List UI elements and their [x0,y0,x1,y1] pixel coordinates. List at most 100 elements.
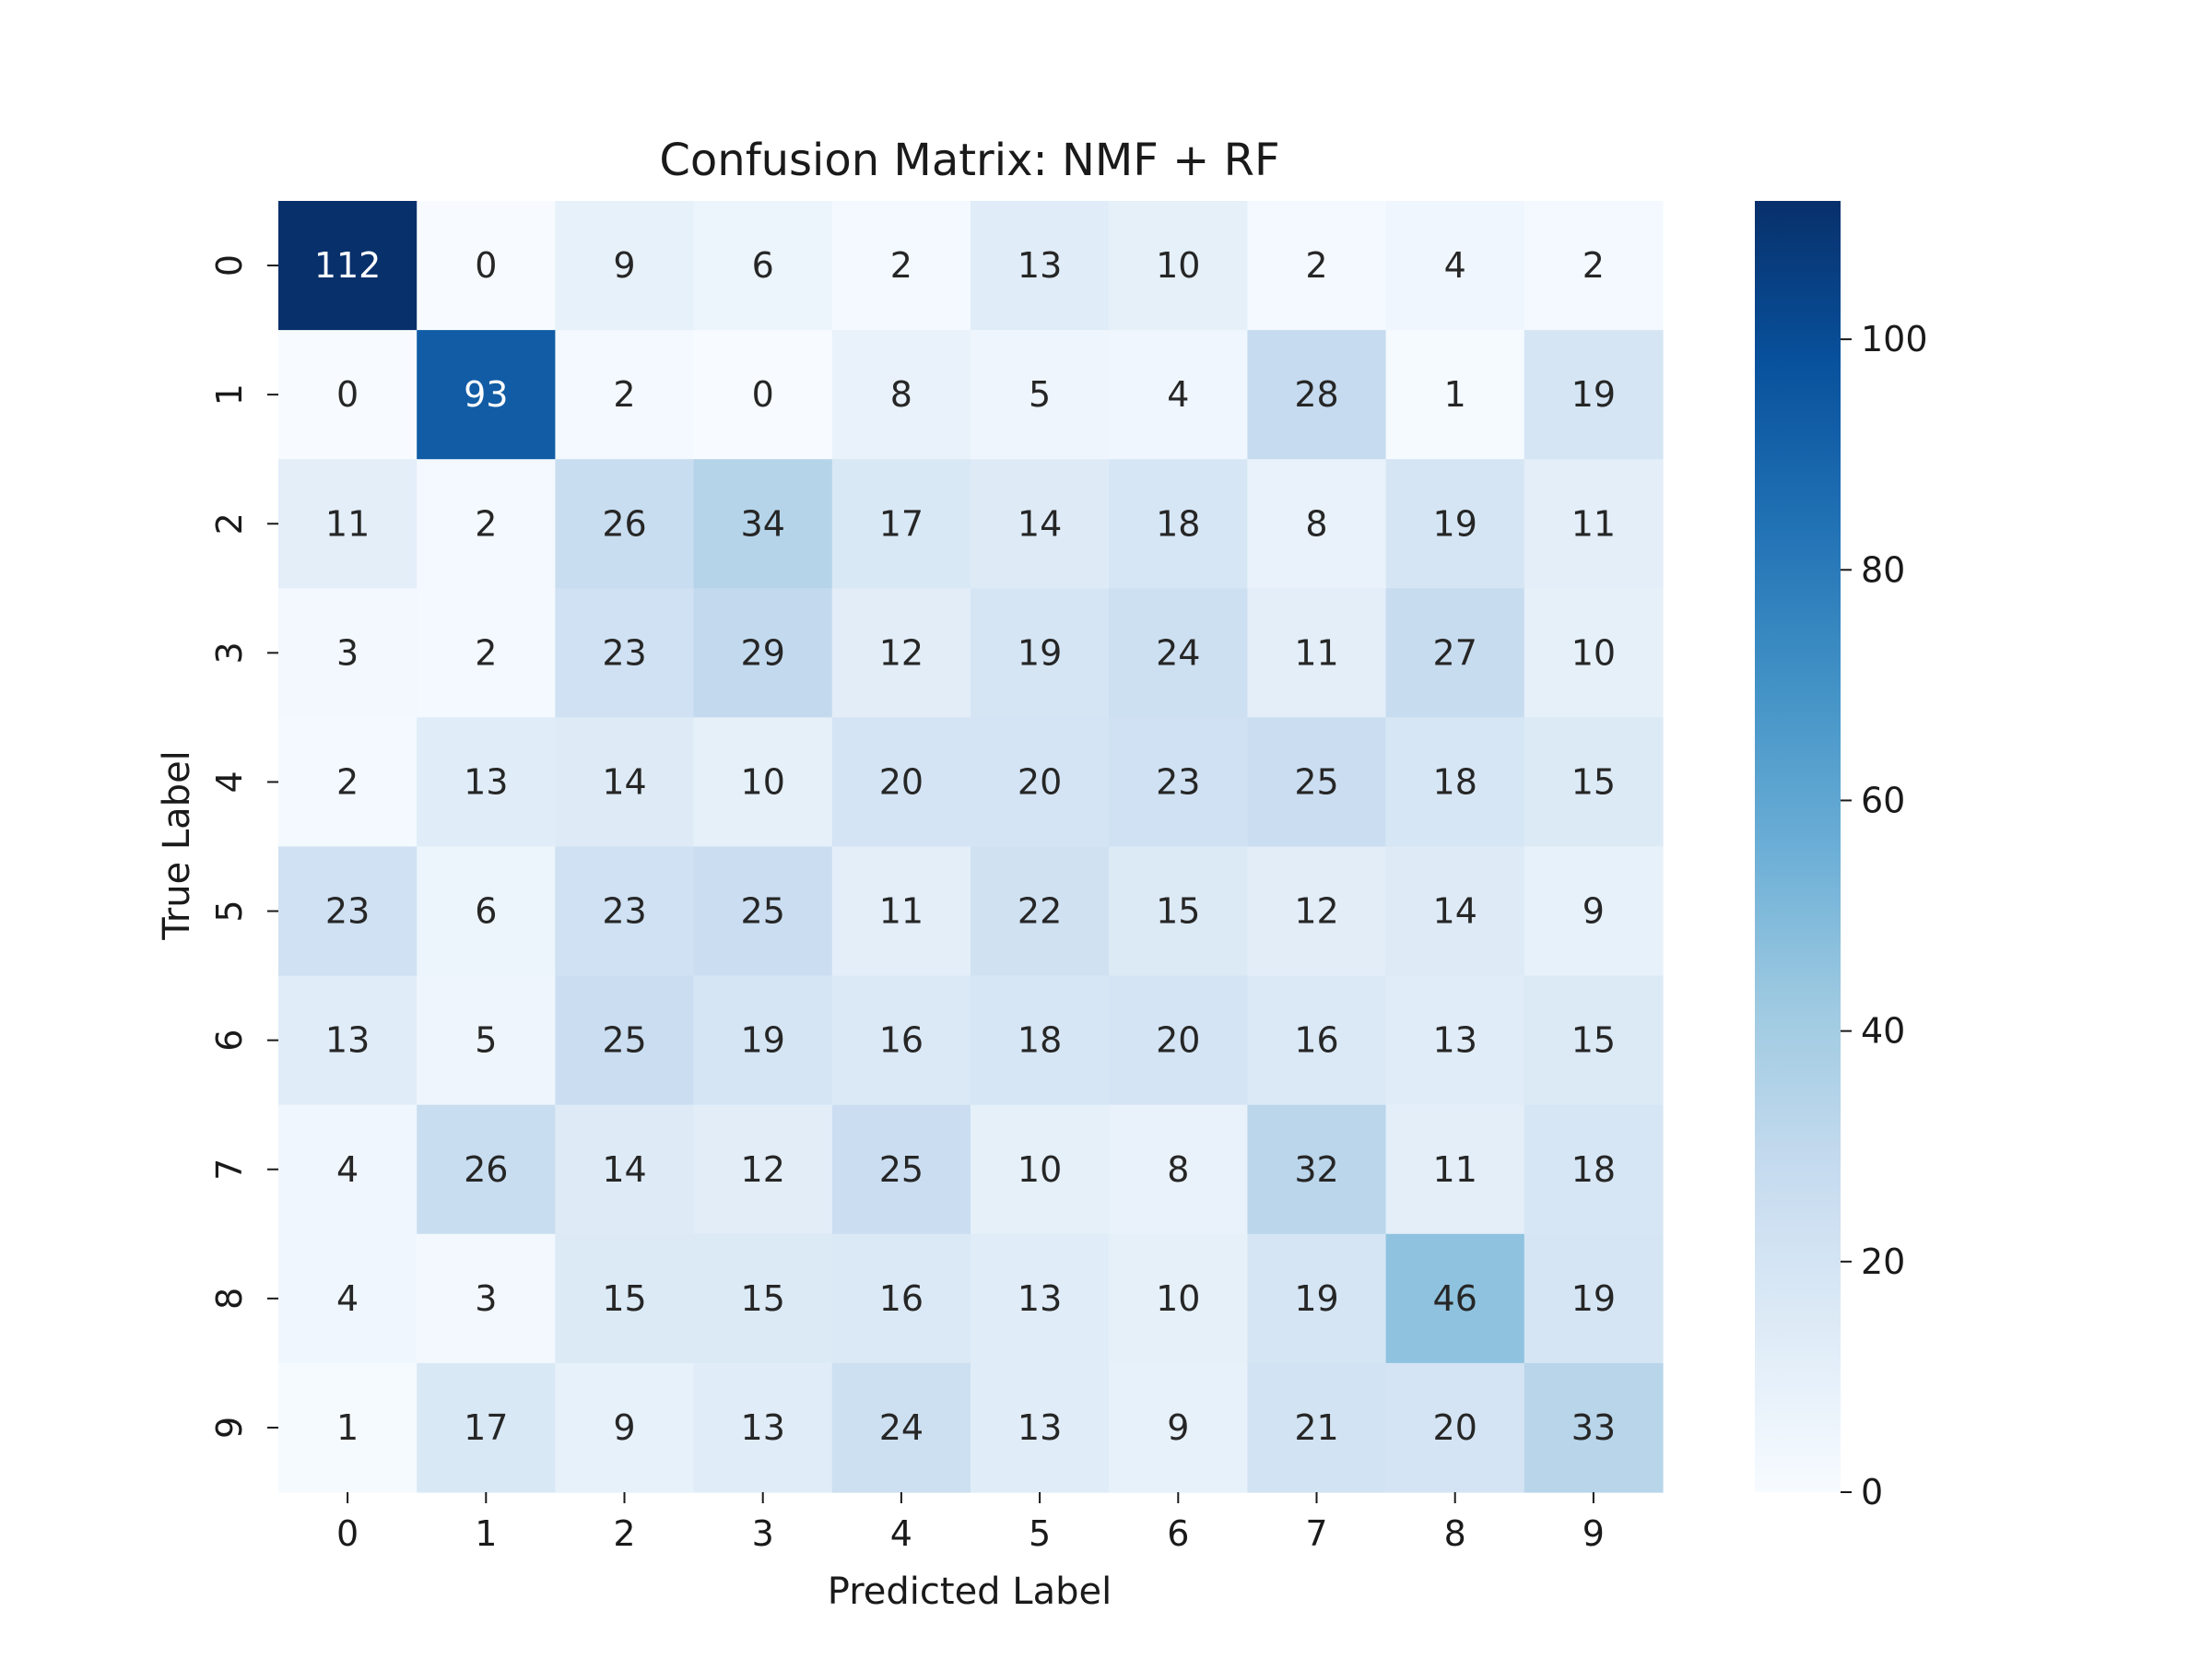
heatmap-cell [1385,459,1525,589]
cell-value-label: 16 [1294,1020,1338,1061]
cell-value-label: 14 [602,761,646,802]
heatmap-cell [555,1233,695,1364]
cell-value-label: 20 [879,761,924,802]
heatmap-cell [1385,975,1525,1106]
cell-value-label: 12 [1294,891,1338,932]
cell-value-label: 6 [752,245,774,286]
heatmap-cell [693,1362,833,1493]
heatmap-cell [1385,1104,1525,1235]
heatmap-cell [417,330,556,460]
cell-value-label: 15 [741,1278,785,1319]
cell-value-label: 10 [741,761,785,802]
cell-value-label: 2 [475,632,497,673]
heatmap-cell [1109,588,1248,718]
cell-value-label: 25 [602,1020,646,1061]
cell-value-label: 18 [1018,1020,1062,1061]
heatmap-cell [1524,588,1664,718]
cell-value-label: 93 [464,374,508,415]
heatmap-cell [1524,975,1664,1106]
heatmap-cell [278,1104,418,1235]
cell-value-label: 46 [1433,1278,1477,1319]
cell-value-label: 3 [475,1278,497,1319]
cell-value-label: 15 [602,1278,646,1319]
cell-value-label: 14 [1433,891,1477,932]
heatmap-cell [1109,975,1248,1106]
heatmap-cell [555,846,695,977]
heatmap-cell [555,1104,695,1235]
cell-value-label: 2 [1305,245,1327,286]
cell-value-label: 13 [1018,1278,1062,1319]
colorbar-tick-label: 0 [1861,1472,1883,1512]
heatmap-cell [1247,1233,1387,1364]
heatmap-cell [971,1104,1110,1235]
cell-value-label: 19 [1018,632,1062,673]
heatmap-cell [555,459,695,589]
heatmap-cell [1247,459,1387,589]
y-tick-label: 1 [209,383,250,406]
heatmap-cell [278,201,418,331]
heatmap-cell [278,717,418,848]
cell-value-label: 12 [741,1149,785,1190]
cell-value-label: 11 [879,891,924,932]
cell-value-label: 4 [336,1278,359,1319]
heatmap-cell [555,1362,695,1493]
cell-value-label: 8 [890,374,912,415]
cell-value-label: 19 [1433,503,1477,544]
colorbar-tick-label: 20 [1861,1241,1905,1282]
heatmap-cell [1524,1104,1664,1235]
heatmap-cell [971,846,1110,977]
heatmap-cell [278,459,418,589]
heatmap-cell [555,975,695,1106]
heatmap-cell [831,846,971,977]
cell-value-label: 5 [1029,374,1051,415]
heatmap-cell [417,975,556,1106]
heatmap-cell [278,330,418,460]
cell-value-label: 18 [1433,761,1477,802]
heatmap-cell [831,717,971,848]
heatmap-cell [555,201,695,331]
heatmap-cell [1385,588,1525,718]
cell-value-label: 2 [890,245,912,286]
cell-value-label: 26 [464,1149,508,1190]
cell-value-label: 24 [879,1407,924,1448]
cell-value-label: 20 [1433,1407,1477,1448]
heatmap-cell [831,330,971,460]
x-tick-label: 8 [1444,1513,1466,1554]
heatmap-cell [1109,717,1248,848]
heatmap-cell [417,717,556,848]
cell-value-label: 24 [1156,632,1200,673]
cell-value-label: 23 [1156,761,1200,802]
cell-value-label: 32 [1294,1149,1338,1190]
cell-value-label: 14 [1018,503,1062,544]
cell-value-label: 9 [613,1407,635,1448]
cell-value-label: 11 [325,503,370,544]
cell-value-label: 2 [475,503,497,544]
x-tick-label: 4 [890,1513,912,1554]
heatmap-cell [1247,588,1387,718]
cell-value-label: 23 [325,891,370,932]
colorbar [1755,201,1841,1492]
colorbar-ticks: 0 20 40 60 80 100 [1841,319,1928,1512]
heatmap-cell [1109,459,1248,589]
heatmap-cell [693,1233,833,1364]
cell-value-label: 9 [1167,1407,1189,1448]
heatmap-cell [1247,1362,1387,1493]
heatmap-cell [1109,330,1248,460]
cell-value-label: 15 [1571,761,1616,802]
x-tick-label: 2 [613,1513,635,1554]
cell-value-label: 23 [602,632,646,673]
heatmap-cell [971,1233,1110,1364]
heatmap-cell [1524,717,1664,848]
heatmap-cell [417,459,556,589]
x-axis-ticks: 0 1 2 3 4 5 6 7 8 9 [336,1492,1605,1554]
y-tick-label: 8 [209,1288,250,1310]
cell-value-label: 10 [1018,1149,1062,1190]
heatmap-cell [1109,1362,1248,1493]
cell-value-label: 18 [1156,503,1200,544]
cell-value-label: 27 [1433,632,1477,673]
cell-value-label: 16 [879,1020,924,1061]
cell-value-label: 112 [314,245,382,286]
cell-value-label: 17 [879,503,924,544]
heatmap-cell [278,846,418,977]
heatmap-cell [1109,846,1248,977]
